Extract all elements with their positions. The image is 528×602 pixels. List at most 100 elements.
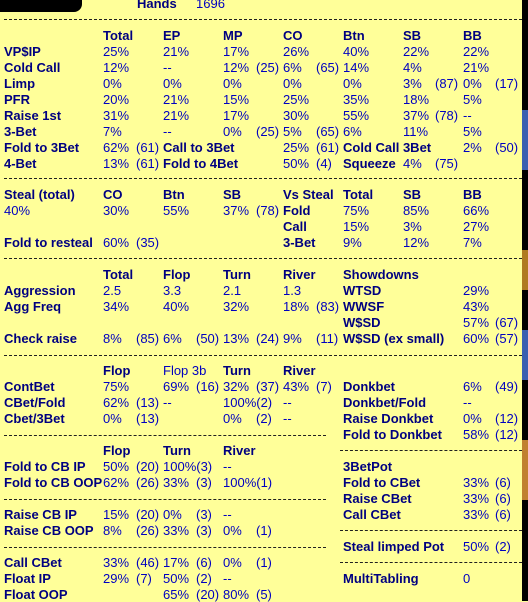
stat-count: (87) [435,76,459,91]
header-btn: Btn [163,187,185,202]
right-edge-strip [522,0,528,601]
stat-value: 12% [103,60,130,75]
header-bb: BB [463,187,482,202]
stat-value: 57% [463,315,490,330]
stat-label-fold-to-3bet: Fold to 3Bet [4,140,80,155]
stat-value: 37% [223,203,250,218]
stat-value: 12% [223,60,250,75]
stat-value: 0% [163,507,182,522]
stat-value: 0% [103,411,122,426]
stat-label-float-ip: Float IP [4,571,51,586]
header-co: CO [283,28,303,43]
stat-count: (20) [136,459,160,474]
stat-label-3bet: 3-Bet [4,124,37,139]
stat-value: 17% [163,555,190,570]
stat-count: (6) [495,507,511,522]
stat-value: 65% [163,587,190,602]
stat-count: (35) [136,235,160,250]
stat-value: 1.3 [283,283,302,298]
stat-label-raise-cb-oop: Raise CB OOP [4,523,94,538]
stat-value: 43% [463,299,490,314]
stat-value: 69% [163,379,190,394]
stat-value: 21% [163,92,190,107]
stat-count: (20) [196,587,220,602]
stat-value: 100%(3) [163,459,213,474]
stat-value: 15% [223,92,250,107]
stat-label-call: Call [283,219,307,234]
edge-stripe-blue-2 [522,330,528,380]
stat-value: 0% [223,124,242,139]
stat-count: (16) [196,379,220,394]
stat-value: -- [223,459,232,474]
stat-value: 40% [4,203,31,218]
redaction-bar [0,0,82,12]
stat-value: 21% [163,108,190,123]
header-river: River [283,363,316,378]
stat-count: (13) [136,395,160,410]
stat-count: (61) [136,140,160,155]
stat-count: (2) [196,571,212,586]
stat-value: 4% [403,156,422,171]
stat-label-call-cbet: Call CBet [343,507,401,522]
stat-value: 25% [283,92,310,107]
stat-value: 33% [463,507,490,522]
edge-stripe-orange-2 [522,440,528,500]
stat-value: 40% [163,299,190,314]
header-flop: Flop [103,363,131,378]
header-ep: EP [163,28,181,43]
stat-value: 0% [223,76,242,91]
stat-value: 9% [343,235,362,250]
stat-label-3betpot: 3BetPot [343,459,393,474]
stat-value: 0% [463,411,482,426]
stat-count: (37) [256,379,280,394]
header-total: Total [103,267,134,282]
stat-count: (61) [316,140,340,155]
stat-value: 60% [463,331,490,346]
stat-count: (85) [136,331,160,346]
stat-count: (3) [196,475,212,490]
header-sb: SB [403,28,422,43]
separator [4,499,326,500]
stat-label-fold-to-cbet: Fold to CBet [343,475,421,490]
stat-value: 75% [343,203,370,218]
separator [4,19,522,20]
stat-value: 43% [283,379,310,394]
stat-count: (49) [495,379,519,394]
stat-value: 3% [403,219,422,234]
stat-value: 33% [163,475,190,490]
stat-label-vpip: VP$IP [4,44,41,59]
stat-count: (83) [316,299,340,314]
stat-label-multitabling: MultiTabling [343,571,419,586]
stat-label-fold-to-4bet: Fold to 4Bet [163,156,239,171]
stat-value: 15% [343,219,370,234]
stat-count: (1) [256,523,272,538]
separator [340,530,522,531]
stat-value: 62% [103,475,130,490]
stat-label-contbet: ContBet [4,379,55,394]
stat-value: 0 [463,571,471,586]
stat-count: (26) [136,523,160,538]
stat-value: 21% [163,44,190,59]
header-flop: Flop [103,443,131,458]
stat-value: 5% [463,92,482,107]
stat-label-cold-call: Cold Call [4,60,61,75]
stat-count: (61) [136,156,160,171]
stat-value: 26% [283,44,310,59]
stat-label-wsd: W$SD [343,315,381,330]
stat-label-wtsd: WTSD [343,283,382,298]
stat-value: 30% [103,203,130,218]
stat-value: 4% [403,60,422,75]
header-turn: Turn [223,267,251,282]
stat-value: -- [223,507,232,522]
stat-label-fold-to-cb-oop: Fold to CB OOP [4,475,103,490]
header-turn: Turn [163,443,191,458]
stat-label-raise-cb-ip: Raise CB IP [4,507,77,522]
header-steal-total: Steal (total) [4,187,75,202]
stat-count: (65) [316,60,340,75]
stat-label-squeeze: Squeeze [343,156,396,171]
stat-label-cold-call-3bet: Cold Call 3Bet [343,140,432,155]
stat-value: 9% [283,331,302,346]
stat-value: 37% [403,108,430,123]
stat-value: 31% [103,108,130,123]
hands-value: 1696 [196,0,225,11]
